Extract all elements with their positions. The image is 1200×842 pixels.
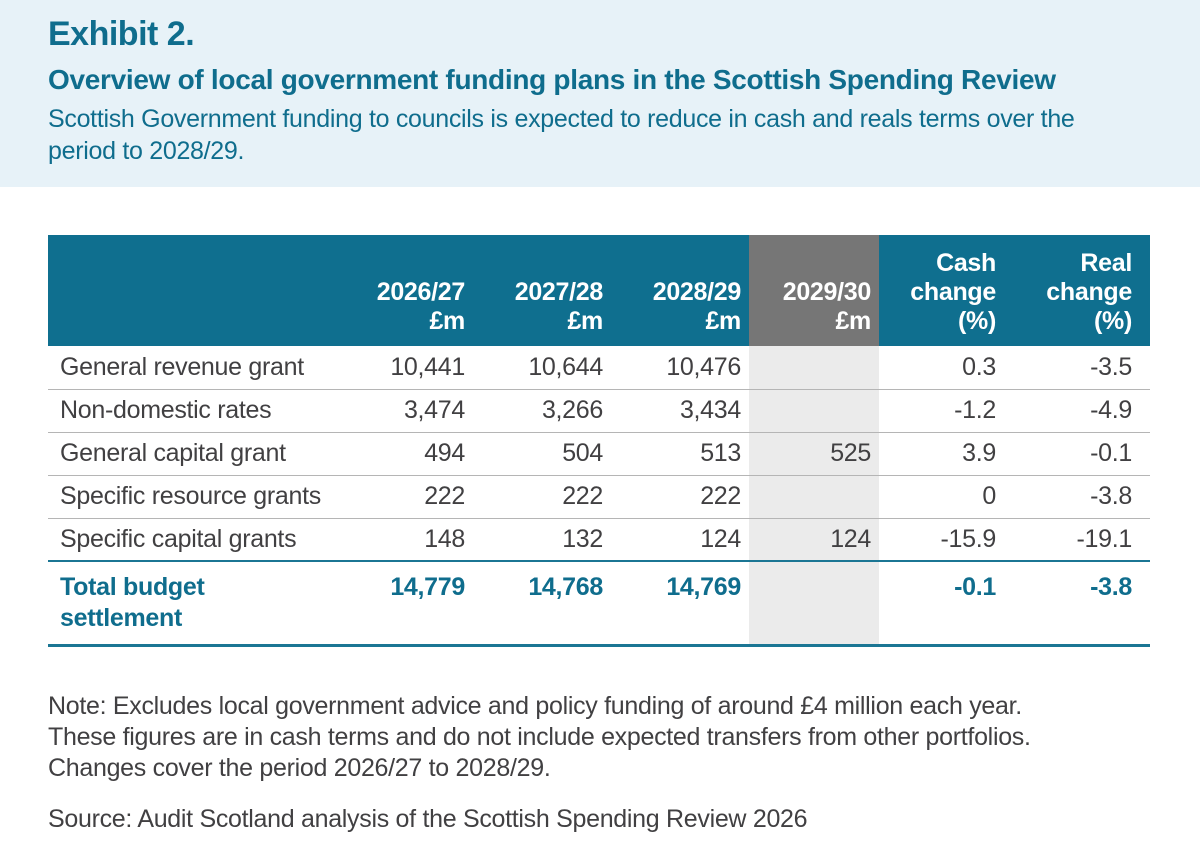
value-2026-27: 222: [335, 475, 473, 519]
row-label: Non-domestic rates: [48, 389, 335, 433]
header-line: Real: [1080, 249, 1132, 277]
value-2028-29: 3,434: [611, 389, 749, 433]
funding-table-container: 2026/27 £m 2027/28 £m 2028/29 £m 2029/30…: [48, 235, 1152, 647]
value-2027-28: 504: [473, 432, 611, 476]
header-2029-30: 2029/30 £m: [749, 235, 879, 346]
total-row: Total budget settlement 14,779 14,768 14…: [48, 560, 1150, 647]
header-2028-29: 2028/29 £m: [611, 235, 749, 346]
total-row-label: Total budget settlement: [48, 560, 335, 647]
note-line: Changes cover the period 2026/27 to 2028…: [48, 754, 551, 782]
value-cash-change: -15.9: [940, 524, 997, 553]
value-2028-29: 222: [611, 475, 749, 519]
value-2026-27: 494: [335, 432, 473, 476]
source-line: Source: Audit Scotland analysis of the S…: [48, 805, 808, 833]
table-row: General revenue grant 10,441 10,644 10,4…: [48, 346, 1150, 390]
header-line: (%): [958, 307, 996, 335]
header-year-line: 2027/28: [514, 278, 604, 306]
value-cash-change: 0: [879, 475, 1014, 519]
exhibit-header-band: Exhibit 2. Overview of local government …: [0, 0, 1200, 187]
header-unit-line: £m: [705, 307, 741, 335]
row-label: Specific capital grants: [60, 524, 297, 553]
table-row: Specific capital grants 148 132 124 124 …: [48, 518, 1150, 561]
total-2029-30: [749, 560, 879, 647]
funding-table: 2026/27 £m 2027/28 £m 2028/29 £m 2029/30…: [48, 235, 1150, 647]
value-2027-28: 10,644: [473, 346, 611, 390]
total-row-label-text: Total budget settlement: [60, 573, 205, 632]
exhibit-subtitle: Scottish Government funding to councils …: [48, 105, 1075, 165]
header-line: (%): [1094, 307, 1132, 335]
header-line: Cash: [936, 249, 996, 277]
exhibit-title: Overview of local government funding pla…: [48, 64, 1056, 95]
table-header-row: 2026/27 £m 2027/28 £m 2028/29 £m 2029/30…: [48, 235, 1150, 346]
header-real-change: Real change (%): [1014, 235, 1150, 346]
header-row-label-cell: [48, 235, 335, 346]
value-2029-30: [749, 346, 879, 390]
total-cash-change: -0.1: [879, 560, 1014, 647]
header-cash-change: Cash change (%): [879, 235, 1014, 346]
value-2028-29: 513: [611, 432, 749, 476]
table-row: General capital grant 494 504 513 525 3.…: [48, 432, 1150, 476]
header-line: change: [910, 278, 996, 306]
value-real-change: -0.1: [1014, 432, 1150, 476]
value-2026-27: 3,474: [335, 389, 473, 433]
row-label: General revenue grant: [48, 346, 335, 390]
header-unit-line: £m: [835, 307, 871, 335]
value-cash-change: 3.9: [879, 432, 1014, 476]
value-2028-29: 10,476: [611, 346, 749, 390]
table-row: Non-domestic rates 3,474 3,266 3,434 -1.…: [48, 389, 1150, 433]
total-2026-27: 14,779: [335, 560, 473, 647]
note-line: Note: Excludes local government advice a…: [48, 692, 1022, 720]
exhibit-number: Exhibit 2.: [48, 15, 195, 53]
total-real-change: -3.8: [1014, 560, 1150, 647]
value-real-change: -3.5: [1014, 346, 1150, 390]
value-real-change: -3.8: [1014, 475, 1150, 519]
value-cash-change: 0.3: [879, 346, 1014, 390]
header-year-line: 2029/30: [782, 278, 872, 306]
value-2027-28: 132: [562, 524, 603, 553]
header-line: change: [1046, 278, 1132, 306]
header-unit-line: £m: [567, 307, 603, 335]
value-2027-28: 222: [473, 475, 611, 519]
table-row: Specific resource grants 222 222 222 0 -…: [48, 475, 1150, 519]
total-2028-29: 14,769: [611, 560, 749, 647]
header-unit-line: £m: [429, 307, 465, 335]
value-2026-27: 10,441: [335, 346, 473, 390]
note-line: These figures are in cash terms and do n…: [48, 723, 1031, 751]
value-cash-change: -1.2: [879, 389, 1014, 433]
header-year-line: 2028/29: [652, 278, 742, 306]
table-note: Note: Excludes local government advice a…: [48, 691, 1152, 784]
row-label: General capital grant: [48, 432, 335, 476]
header-2026-27: 2026/27 £m: [335, 235, 473, 346]
value-2029-30: [749, 475, 879, 519]
value-2028-29: 124: [700, 524, 741, 553]
total-2027-28: 14,768: [473, 560, 611, 647]
value-real-change: -19.1: [1076, 524, 1133, 553]
value-2029-30: 124: [749, 518, 879, 561]
header-year-line: 2026/27: [376, 278, 466, 306]
value-2029-30: 525: [749, 432, 879, 476]
value-2027-28: 3,266: [473, 389, 611, 433]
value-real-change: -4.9: [1014, 389, 1150, 433]
value-2026-27: 148: [424, 524, 465, 553]
row-label: Specific resource grants: [48, 475, 335, 519]
header-2027-28: 2027/28 £m: [473, 235, 611, 346]
value-2029-30: [749, 389, 879, 433]
